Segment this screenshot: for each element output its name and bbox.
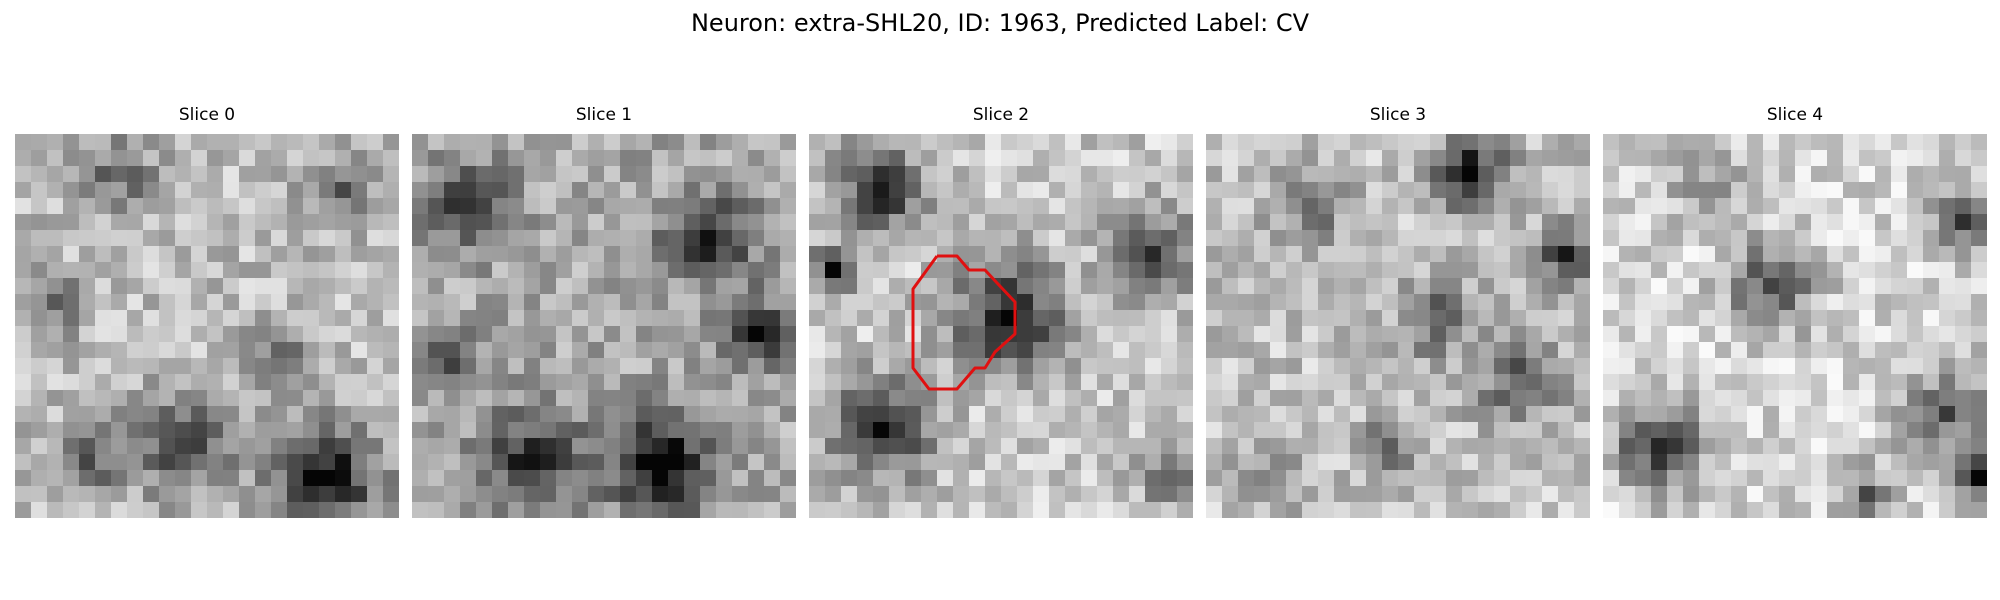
slice-image-1 [412,134,796,518]
slice-pixels-4 [1603,134,1987,518]
slice-image-3 [1206,134,1590,518]
segmentation-contour [911,254,1017,391]
slice-title-4: Slice 4 [1766,105,1824,125]
slice-pixels-2 [809,134,1193,518]
slice-title-2: Slice 2 [972,105,1030,125]
slice-pixels-3 [1206,134,1590,518]
slice-title-1: Slice 1 [575,105,633,125]
slice-image-4 [1603,134,1987,518]
slice-pixels-1 [412,134,796,518]
slice-image-0 [15,134,399,518]
slice-pixels-0 [15,134,399,518]
slice-title-3: Slice 3 [1369,105,1427,125]
slice-image-2 [809,134,1193,518]
figure-title: Neuron: extra-SHL20, ID: 1963, Predicted… [690,9,1310,37]
slice-title-0: Slice 0 [178,105,236,125]
